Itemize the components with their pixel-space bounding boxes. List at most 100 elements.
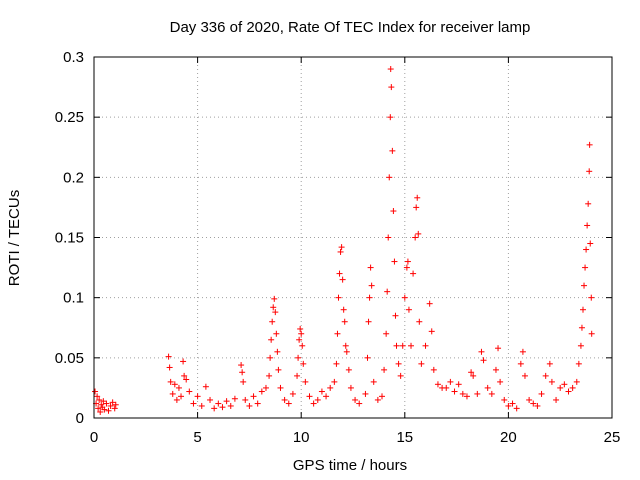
data-point [268, 336, 275, 343]
data-point [223, 398, 230, 405]
data-point [198, 402, 205, 409]
data-point [534, 402, 541, 409]
data-point [388, 84, 395, 91]
data-point [561, 381, 568, 388]
data-point [422, 342, 429, 349]
data-point [342, 342, 349, 349]
data-point [92, 388, 99, 395]
data-point [397, 372, 404, 379]
data-point [219, 404, 226, 411]
data-point [310, 400, 317, 407]
data-point [577, 342, 584, 349]
data-point [258, 388, 265, 395]
data-point [513, 405, 520, 412]
data-point [327, 384, 334, 391]
data-point [343, 348, 350, 355]
x-tick-label: 20 [500, 429, 517, 446]
data-point [298, 330, 305, 337]
data-point [588, 294, 595, 301]
data-point [542, 372, 549, 379]
data-point [215, 400, 222, 407]
data-point [384, 288, 391, 295]
y-tick-label: 0.1 [63, 290, 84, 307]
data-point [501, 396, 508, 403]
data-point [171, 381, 178, 388]
data-point [519, 348, 526, 355]
data-point [227, 402, 234, 409]
data-point [289, 390, 296, 397]
data-point [296, 336, 303, 343]
x-tick-label: 0 [90, 429, 98, 446]
data-point [434, 381, 441, 388]
data-points [92, 66, 595, 415]
data-point [553, 396, 560, 403]
data-point [238, 362, 245, 369]
data-point [169, 390, 176, 397]
data-point [250, 393, 257, 400]
y-tick-label: 0.3 [63, 49, 84, 66]
data-point [368, 282, 375, 289]
data-point [569, 384, 576, 391]
data-point [240, 378, 247, 385]
data-point [413, 204, 420, 211]
data-point [338, 244, 345, 251]
data-point [392, 312, 399, 319]
data-point [451, 388, 458, 395]
data-point [521, 372, 528, 379]
data-point [557, 384, 564, 391]
x-axis-title: GPS time / hours [293, 457, 407, 474]
data-point [194, 393, 201, 400]
data-point [266, 372, 273, 379]
data-point [273, 330, 280, 337]
data-point [269, 318, 276, 325]
data-point [395, 360, 402, 367]
data-point [505, 402, 512, 409]
x-tick-label: 25 [604, 429, 621, 446]
data-point [175, 384, 182, 391]
grid-lines [94, 57, 612, 418]
data-point [95, 405, 102, 412]
data-point [285, 400, 292, 407]
data-point [387, 66, 394, 73]
data-point [109, 399, 116, 406]
data-point [277, 384, 284, 391]
data-point [112, 401, 119, 408]
data-point [275, 366, 282, 373]
data-point [386, 174, 393, 181]
data-point [430, 366, 437, 373]
data-point [362, 390, 369, 397]
data-point [107, 402, 114, 409]
data-point [412, 234, 419, 241]
data-point [474, 390, 481, 397]
data-point [340, 306, 347, 313]
data-point [297, 325, 304, 332]
data-point [586, 168, 593, 175]
data-point [314, 396, 321, 403]
data-point [381, 366, 388, 373]
data-point [365, 318, 372, 325]
data-point [478, 348, 485, 355]
data-point [341, 318, 348, 325]
data-point [565, 388, 572, 395]
data-point [202, 383, 209, 390]
data-point [211, 405, 218, 412]
data-point [347, 384, 354, 391]
data-point [331, 378, 338, 385]
data-point [389, 147, 396, 154]
data-point [405, 306, 412, 313]
data-point [581, 282, 588, 289]
y-axis-title: ROTI / TECUs [6, 190, 23, 286]
data-point [470, 372, 477, 379]
data-point [387, 114, 394, 121]
data-point [587, 240, 594, 247]
data-point [186, 388, 193, 395]
data-point [272, 309, 279, 316]
data-point [165, 353, 172, 360]
data-point [497, 378, 504, 385]
x-tick-label: 15 [396, 429, 413, 446]
data-point [262, 384, 269, 391]
data-point [488, 390, 495, 397]
data-point [183, 376, 190, 383]
data-point [306, 393, 313, 400]
data-point [94, 393, 101, 400]
